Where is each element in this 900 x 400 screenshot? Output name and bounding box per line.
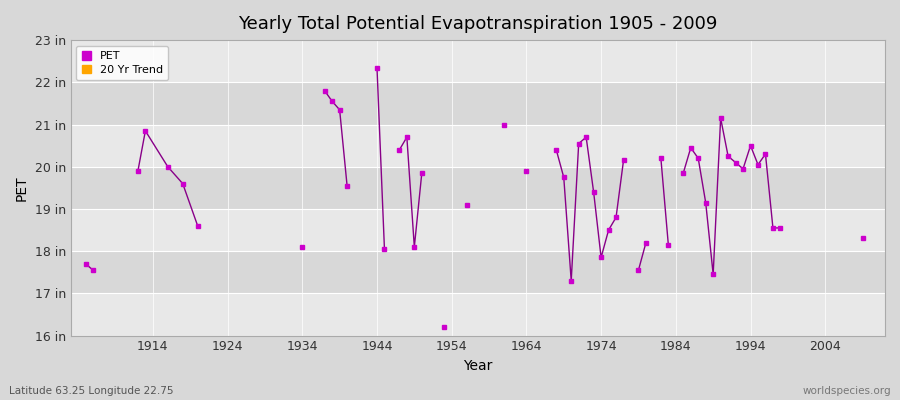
Bar: [71, 167, 885, 209]
Text: worldspecies.org: worldspecies.org: [803, 386, 891, 396]
Bar: [71, 124, 885, 167]
Legend: PET, 20 Yr Trend: PET, 20 Yr Trend: [76, 46, 168, 80]
X-axis label: Year: Year: [464, 359, 492, 373]
Bar: [71, 40, 885, 82]
Title: Yearly Total Potential Evapotranspiration 1905 - 2009: Yearly Total Potential Evapotranspiratio…: [238, 15, 717, 33]
Bar: [71, 82, 885, 124]
Text: Latitude 63.25 Longitude 22.75: Latitude 63.25 Longitude 22.75: [9, 386, 174, 396]
Bar: [71, 209, 885, 251]
Bar: [71, 293, 885, 336]
Bar: [71, 251, 885, 293]
Y-axis label: PET: PET: [15, 175, 29, 201]
